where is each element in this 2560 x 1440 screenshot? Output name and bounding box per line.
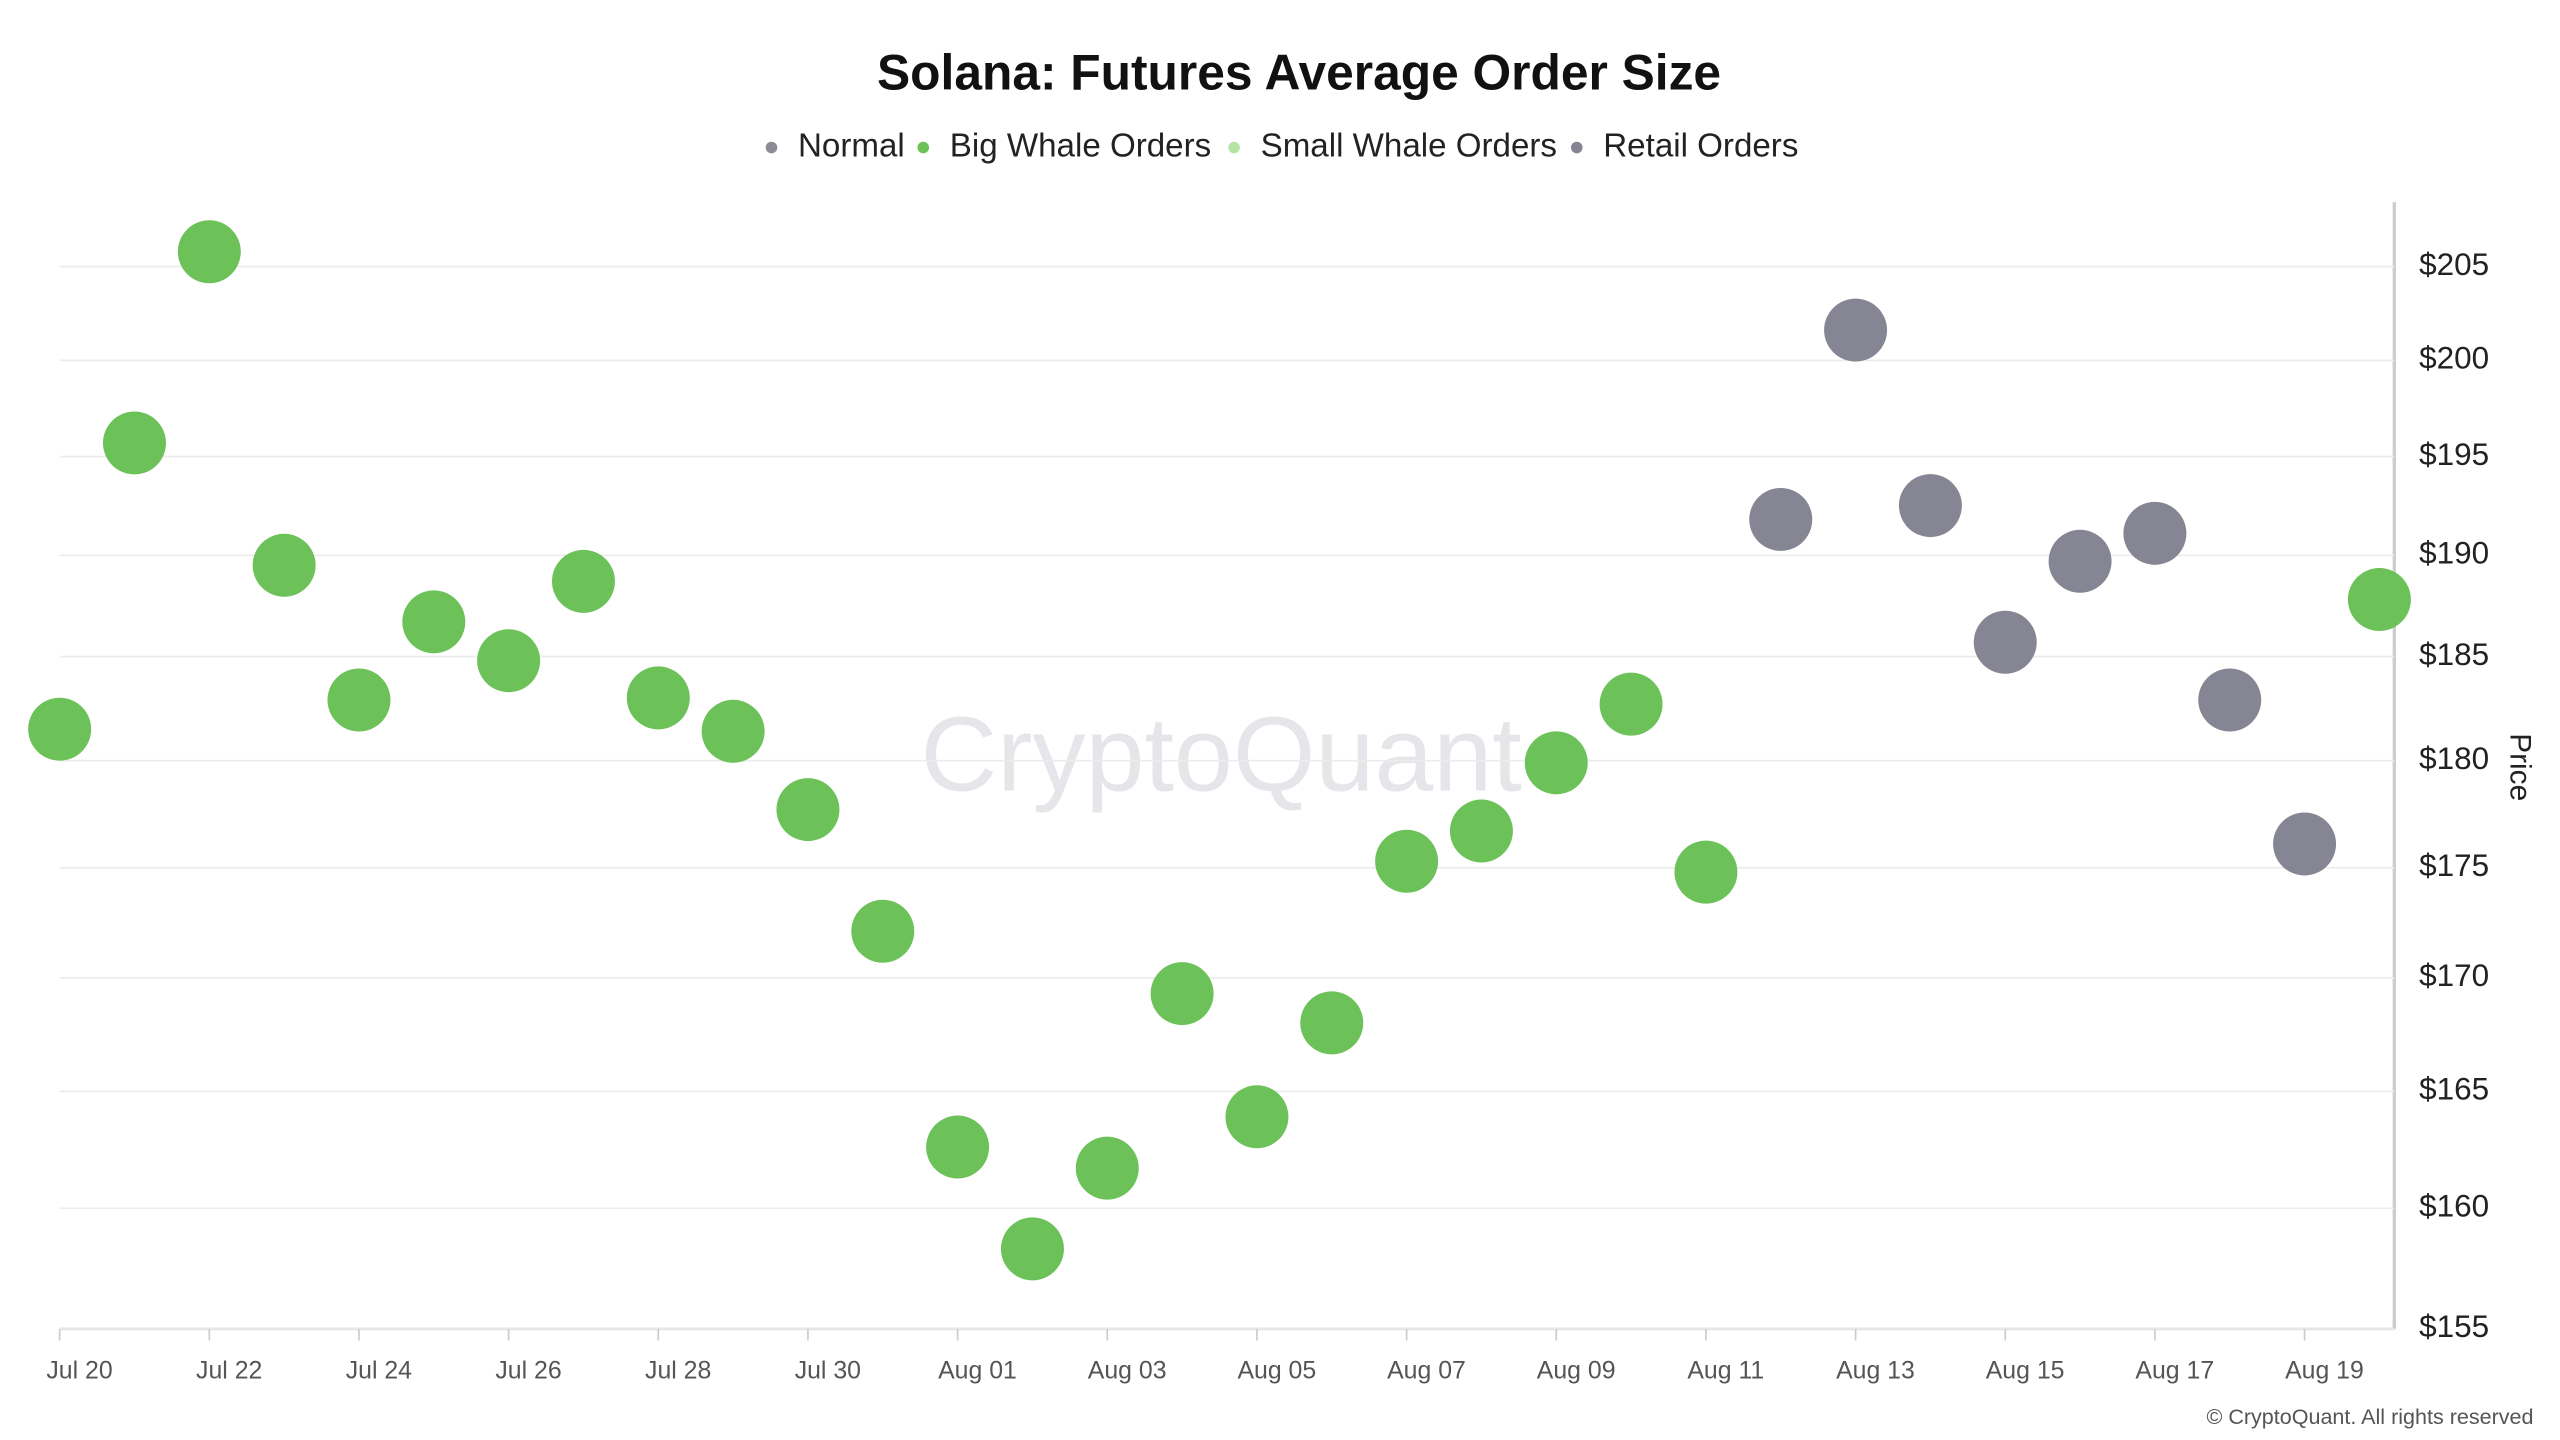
data-point (851, 899, 915, 963)
y-tick-label: $160 (2419, 1189, 2489, 1224)
y-tick-label: $185 (2419, 637, 2489, 672)
legend-marker (1570, 141, 1583, 154)
x-tick-label: Jul 24 (346, 1358, 412, 1385)
y-tick-label: $190 (2419, 536, 2489, 571)
watermark: CryptoQuant (921, 695, 1522, 813)
y-tick-label: $170 (2419, 958, 2489, 993)
data-point (1674, 840, 1738, 904)
data-point (2048, 529, 2112, 593)
data-point (402, 590, 466, 654)
data-point (2123, 501, 2187, 565)
y-tick-label: $175 (2419, 848, 2489, 883)
x-tick-label: Aug 03 (1088, 1358, 1167, 1385)
data-point (1150, 962, 1214, 1026)
chart-title: Solana: Futures Average Order Size (877, 44, 1721, 100)
data-point (1449, 799, 1513, 863)
x-tick-label: Aug 01 (938, 1358, 1017, 1385)
x-tick-label: Aug 09 (1537, 1358, 1616, 1385)
data-point (2347, 568, 2411, 632)
data-point (1300, 991, 1364, 1055)
x-tick-label: Jul 30 (795, 1358, 861, 1385)
legend-label: Normal (798, 127, 905, 164)
x-tick-label: Aug 15 (1986, 1358, 2065, 1385)
data-point (1075, 1136, 1139, 1200)
data-point (1225, 1085, 1289, 1149)
y-tick-label: $205 (2419, 247, 2489, 282)
data-point (1599, 672, 1663, 736)
x-tick-label: Aug 13 (1836, 1358, 1915, 1385)
legend-marker (917, 141, 930, 154)
data-point (926, 1115, 990, 1179)
data-point (252, 533, 316, 597)
y-tick-label: $180 (2419, 741, 2489, 776)
legend-marker (1228, 141, 1240, 154)
x-tick-label: Jul 20 (46, 1358, 112, 1385)
x-tick-label: Aug 11 (1687, 1358, 1764, 1385)
x-tick-label: Jul 26 (495, 1358, 561, 1385)
footer: © CryptoQuant. All rights reserved (2206, 1405, 2533, 1429)
data-point (1749, 487, 1813, 551)
x-tick-label: Aug 07 (1387, 1358, 1466, 1385)
data-point (701, 699, 765, 763)
data-point (102, 411, 166, 475)
data-point (1973, 610, 2037, 674)
data-point (2198, 668, 2262, 732)
data-point (776, 778, 840, 842)
legend-label: Big Whale Orders (950, 127, 1211, 164)
x-tick-label: Jul 22 (196, 1358, 262, 1385)
y-tick-label: $165 (2419, 1072, 2489, 1107)
data-point (477, 629, 541, 693)
x-tick-label: Aug 19 (2285, 1358, 2364, 1385)
data-point (1524, 731, 1588, 795)
x-tick-label: Aug 17 (2135, 1358, 2214, 1385)
plot: $155 $160 $165 $170 $175 $180 $185 $190 $195 $200… (28, 127, 2489, 1385)
y-tick-label: $200 (2419, 341, 2489, 376)
data-point (2273, 812, 2337, 876)
data-point (28, 697, 92, 761)
data-point (177, 220, 241, 284)
data-point (1375, 829, 1439, 893)
data-point (327, 668, 391, 732)
legend-label: Retail Orders (1603, 127, 1798, 164)
legend-marker (765, 141, 778, 154)
y-tick-label: $155 (2419, 1309, 2489, 1344)
y-axis-label: Price (2504, 733, 2537, 801)
y-tick-label: $195 (2419, 437, 2489, 472)
data-point (1824, 298, 1888, 362)
data-point (551, 549, 615, 613)
legend-label: Small Whale Orders (1261, 127, 1557, 164)
x-tick-label: Jul 28 (645, 1358, 711, 1385)
data-point (1898, 474, 1962, 538)
x-tick-label: Aug 05 (1237, 1358, 1316, 1385)
data-point (626, 666, 690, 730)
data-point (1000, 1217, 1064, 1281)
